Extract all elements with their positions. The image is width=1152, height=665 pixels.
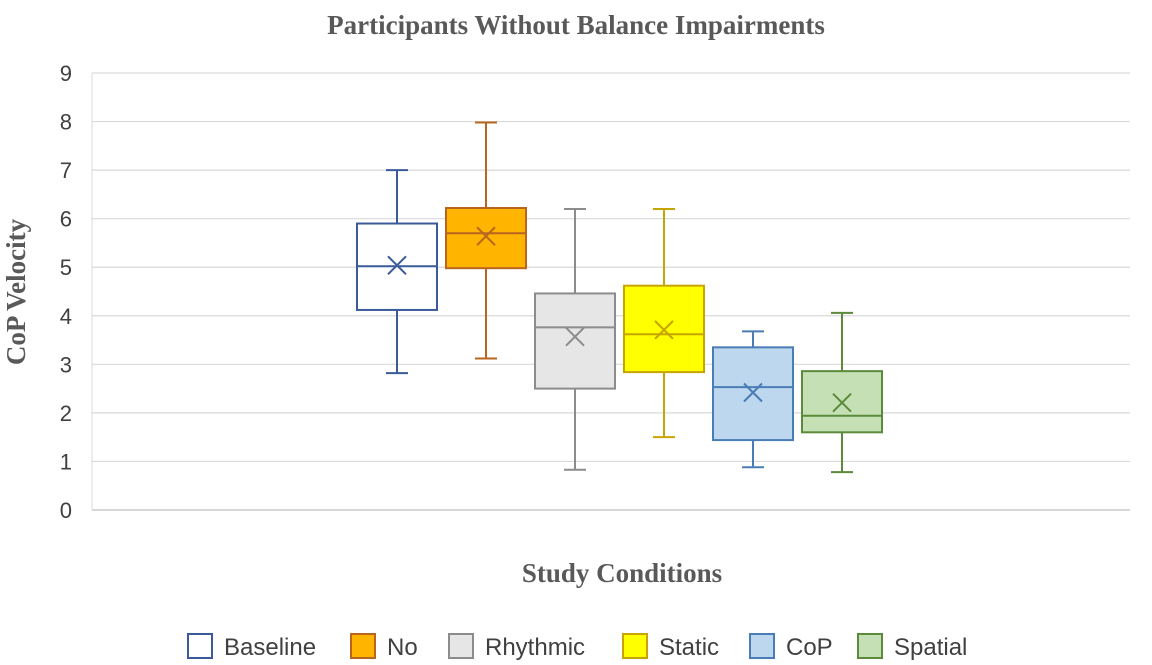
chart-title: Participants Without Balance Impairments xyxy=(327,10,825,40)
legend-item-rhythmic: Rhythmic xyxy=(448,633,585,661)
y-tick-label: 6 xyxy=(60,207,72,232)
mean-marker xyxy=(743,382,763,403)
legend-label: No xyxy=(387,634,418,661)
box-no xyxy=(445,121,527,360)
legend-swatch xyxy=(622,633,648,659)
legend-swatch xyxy=(187,633,213,659)
legend-swatch xyxy=(350,633,376,659)
gridlines xyxy=(91,72,1130,511)
legend-label: CoP xyxy=(786,634,833,661)
y-axis-ticks: 0 1 2 3 4 5 6 7 8 9 xyxy=(60,61,72,523)
legend-item-spatial: Spatial xyxy=(857,633,967,661)
mean-marker xyxy=(654,320,674,340)
y-axis-label: CoP Velocity xyxy=(1,218,31,365)
y-tick-label: 9 xyxy=(60,61,72,86)
y-tick-label: 1 xyxy=(60,449,72,474)
box-baseline xyxy=(356,169,438,375)
y-tick-label: 3 xyxy=(60,352,72,377)
legend-label: Baseline xyxy=(224,634,316,661)
y-tick-label: 5 xyxy=(60,255,72,280)
mean-marker xyxy=(832,392,852,413)
y-tick-label: 4 xyxy=(60,304,72,329)
box-static xyxy=(623,207,705,439)
iqr-box xyxy=(534,292,616,390)
legend-item-cop: CoP xyxy=(749,633,833,661)
legend-swatch xyxy=(749,633,775,659)
legend-swatch xyxy=(448,633,474,659)
y-tick-label: 0 xyxy=(60,498,72,523)
y-tick-label: 2 xyxy=(60,401,72,426)
box-series xyxy=(356,121,883,474)
y-tick-label: 8 xyxy=(60,110,72,135)
legend-label: Spatial xyxy=(894,634,967,661)
y-tick-label: 7 xyxy=(60,158,72,183)
box-spatial xyxy=(801,311,883,474)
legend: Baseline No Rhythmic Static CoP Spatial xyxy=(187,633,967,661)
mean-marker xyxy=(387,255,407,275)
legend-label: Static xyxy=(659,634,719,661)
mean-marker xyxy=(565,326,585,347)
x-axis-label: Study Conditions xyxy=(522,558,722,588)
legend-item-baseline: Baseline xyxy=(187,633,316,661)
legend-item-no: No xyxy=(350,633,418,661)
mean-marker xyxy=(476,226,496,246)
legend-item-static: Static xyxy=(622,633,719,661)
iqr-box xyxy=(445,206,527,270)
legend-label: Rhythmic xyxy=(485,634,585,661)
legend-swatch xyxy=(857,633,883,659)
box-cop xyxy=(712,330,794,469)
box-rhythmic xyxy=(534,207,616,471)
